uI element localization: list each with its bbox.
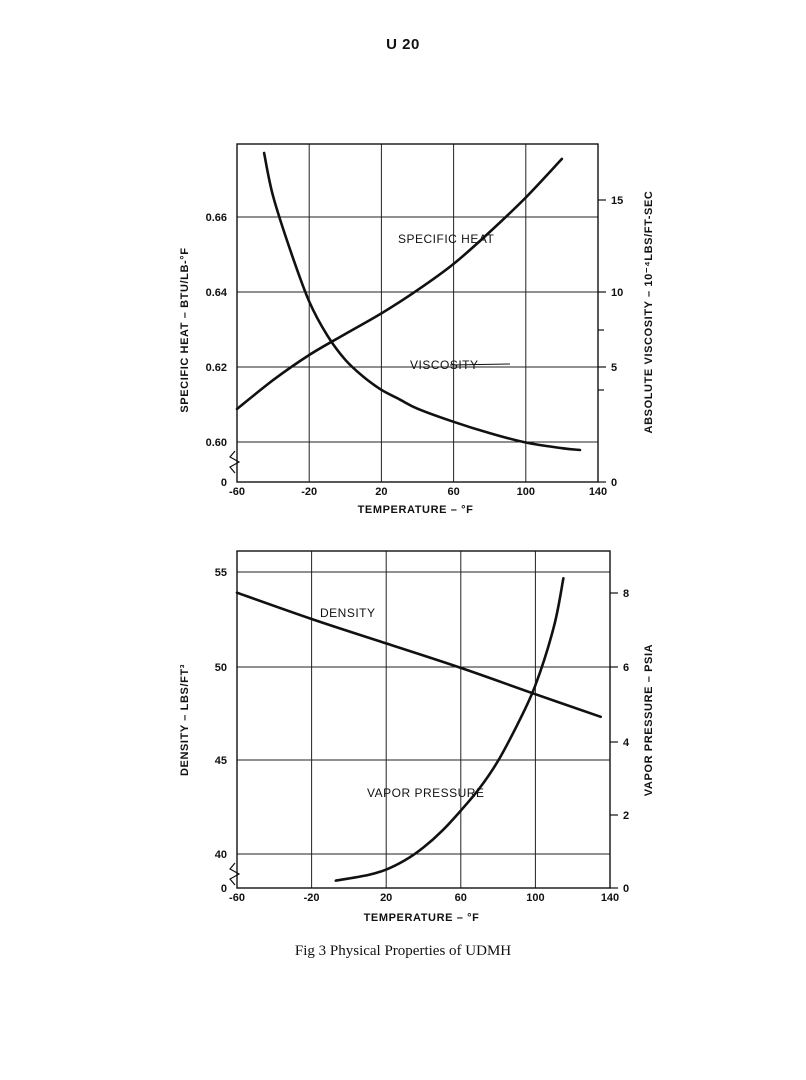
left-axis-label: DENSITY – LBS/FT³ xyxy=(179,664,191,776)
figure-caption: Fig 3 Physical Properties of UDMH xyxy=(294,943,512,959)
left-tick-label: 50 xyxy=(215,662,227,674)
left-axis-label: SPECIFIC HEAT – BTU/LB-°F xyxy=(179,247,191,412)
axis-break-mark xyxy=(229,862,241,886)
left-tick-label: 0.64 xyxy=(206,287,228,299)
x-tick-label: 20 xyxy=(380,892,392,904)
right-tick-label: 2 xyxy=(623,810,629,822)
x-tick-label: 100 xyxy=(526,892,544,904)
series-label-specific-heat: SPECIFIC HEAT xyxy=(398,232,494,246)
left-tick-label: 0 xyxy=(221,477,227,489)
axis-break-mark xyxy=(229,450,241,474)
right-tick-label: 6 xyxy=(623,662,629,674)
page-header: U 20 xyxy=(386,36,420,53)
series-label-vapor-pressure: VAPOR PRESSURE xyxy=(367,786,484,800)
series-line-density xyxy=(235,591,602,719)
x-tick-label: -20 xyxy=(304,892,320,904)
chart-specific-heat-viscosity: -60 -20 20 60 100 140 0 0.60 0.62 0.64 0.66 0 5 10 15 T… xyxy=(179,143,655,516)
right-axis-label: VAPOR PRESSURE – PSIA xyxy=(643,644,655,796)
x-axis-label: TEMPERATURE – °F xyxy=(358,504,474,516)
right-tick-label: 15 xyxy=(611,195,623,207)
x-tick-label: 140 xyxy=(589,486,607,498)
right-tick-label: 8 xyxy=(623,588,629,600)
plot-frame xyxy=(236,143,599,483)
series-label-viscosity: VISCOSITY xyxy=(410,358,479,372)
right-tick-label: 4 xyxy=(623,737,630,749)
right-tick-label: 5 xyxy=(611,362,617,374)
x-tick-label: -60 xyxy=(229,892,245,904)
series-line-viscosity xyxy=(262,151,582,452)
x-tick-label: -20 xyxy=(301,486,317,498)
series-label-leader xyxy=(449,363,511,366)
x-tick-label: 60 xyxy=(447,486,459,498)
x-tick-label: 20 xyxy=(375,486,387,498)
x-tick-label: 60 xyxy=(455,892,467,904)
right-tick-label: 10 xyxy=(611,287,623,299)
series-line-specific-heat xyxy=(235,157,564,411)
chart-density-vapor-pressure: -60 -20 20 60 100 140 0 40 45 50 55 0 2 4 6 8 TEMPERATUR… xyxy=(179,550,655,924)
x-tick-label: 140 xyxy=(601,892,619,904)
left-tick-label: 0.66 xyxy=(206,212,227,224)
left-tick-label: 45 xyxy=(215,755,227,767)
left-tick-label: 55 xyxy=(215,567,227,579)
x-tick-label: 100 xyxy=(517,486,535,498)
series-line-vapor-pressure xyxy=(334,577,565,882)
x-axis-label: TEMPERATURE – °F xyxy=(364,912,480,924)
right-tick-label: 0 xyxy=(611,477,617,489)
left-tick-label: 0 xyxy=(221,883,227,895)
left-tick-label: 0.60 xyxy=(206,437,227,449)
left-tick-label: 0.62 xyxy=(206,362,227,374)
chart-body: -60 -20 20 60 100 140 0 0.60 0.62 0.64 0.66 0 5 10 15 T… xyxy=(179,143,655,516)
right-tick-label: 0 xyxy=(623,883,629,895)
chart-body: -60 -20 20 60 100 140 0 40 45 50 55 0 2 4 6 8 TEMPERATUR… xyxy=(179,550,655,924)
right-axis-label: ABSOLUTE VISCOSITY – 10⁻⁴LBS/FT-SEC xyxy=(643,191,655,434)
x-tick-label: -60 xyxy=(229,486,245,498)
series-label-density: DENSITY xyxy=(320,606,376,620)
left-tick-label: 40 xyxy=(215,849,227,861)
plot-frame xyxy=(236,550,611,889)
